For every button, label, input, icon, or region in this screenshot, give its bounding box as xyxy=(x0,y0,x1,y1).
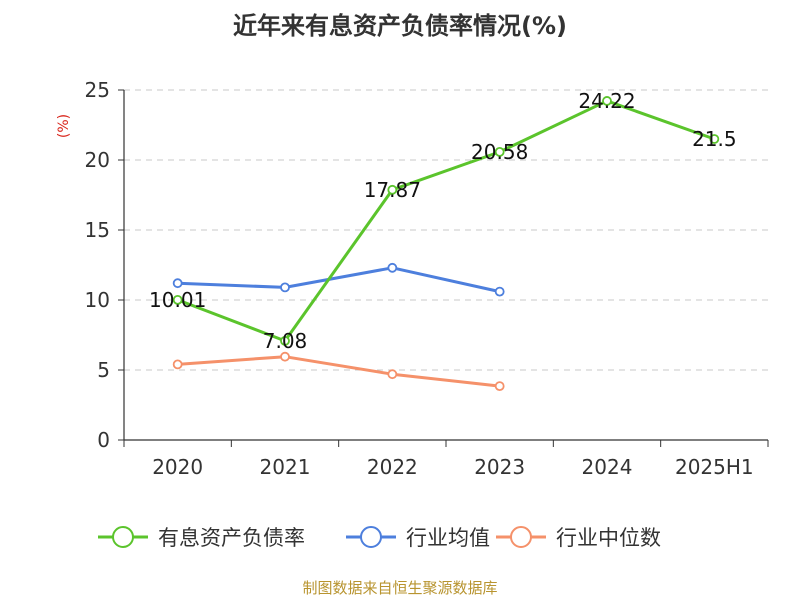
y-tick-labels: 0 5 10 15 20 25 xyxy=(85,78,110,452)
data-point xyxy=(494,381,505,392)
data-point xyxy=(280,351,290,362)
data-label: 10.01 xyxy=(149,288,206,312)
y-tick-label: 5 xyxy=(97,358,110,382)
gridlines xyxy=(124,89,768,371)
x-tick-labels: 2020 2021 2022 2023 2024 2025H1 xyxy=(152,455,753,479)
x-tick-label: 2024 xyxy=(582,455,633,479)
data-point xyxy=(172,294,183,305)
data-point xyxy=(387,262,398,273)
series-line-1 xyxy=(177,266,500,294)
x-tick-label: 2023 xyxy=(474,455,525,479)
data-point xyxy=(172,278,183,289)
legend-item-2[interactable]: 行业中位数 xyxy=(496,526,661,550)
series-line-2 xyxy=(177,355,500,388)
series-line-0 xyxy=(177,99,715,343)
legend-swatch-marker xyxy=(112,526,134,548)
x-tick-label: 2022 xyxy=(367,455,418,479)
data-point xyxy=(494,146,505,157)
data-point xyxy=(387,369,398,380)
data-label: 24.22 xyxy=(578,89,635,113)
series-lines xyxy=(172,96,720,392)
legend-item-0[interactable]: 有息资产负债率 xyxy=(98,526,305,550)
data-label: 7.08 xyxy=(263,329,308,353)
chart-title: 近年来有息资产负债率情况(%) xyxy=(233,12,567,40)
data-point xyxy=(172,359,183,370)
legend-label: 行业中位数 xyxy=(556,526,661,550)
data-label: 17.87 xyxy=(364,178,421,202)
legend-swatch-marker xyxy=(360,526,382,548)
data-point xyxy=(602,96,612,106)
legend-label: 行业均值 xyxy=(406,526,490,550)
data-labels: 10.01 7.08 17.87 20.58 24.22 21.5 xyxy=(149,89,737,353)
data-point xyxy=(494,286,505,297)
y-axis-label: (%) xyxy=(56,114,72,138)
y-tick-label: 10 xyxy=(85,288,110,312)
x-tick-label: 2021 xyxy=(260,455,311,479)
x-tick-label: 2025H1 xyxy=(675,455,754,479)
y-tick-label: 20 xyxy=(85,148,110,172)
legend-label: 有息资产负债率 xyxy=(158,526,305,550)
data-label: 20.58 xyxy=(471,140,528,164)
legend-swatch-marker xyxy=(510,526,532,548)
y-tick-label: 0 xyxy=(97,428,110,452)
data-point xyxy=(387,184,398,195)
data-point xyxy=(280,335,290,346)
legend: 有息资产负债率 行业均值 行业中位数 xyxy=(98,526,661,550)
legend-item-1[interactable]: 行业均值 xyxy=(346,526,490,550)
y-tick-label: 25 xyxy=(85,78,110,102)
data-point xyxy=(709,134,720,144)
data-point xyxy=(280,282,290,293)
source-note: 制图数据来自恒生聚源数据库 xyxy=(302,579,498,597)
data-label: 21.5 xyxy=(692,127,737,151)
x-tick-label: 2020 xyxy=(152,455,203,479)
axes xyxy=(118,89,769,447)
y-tick-label: 15 xyxy=(85,218,110,242)
